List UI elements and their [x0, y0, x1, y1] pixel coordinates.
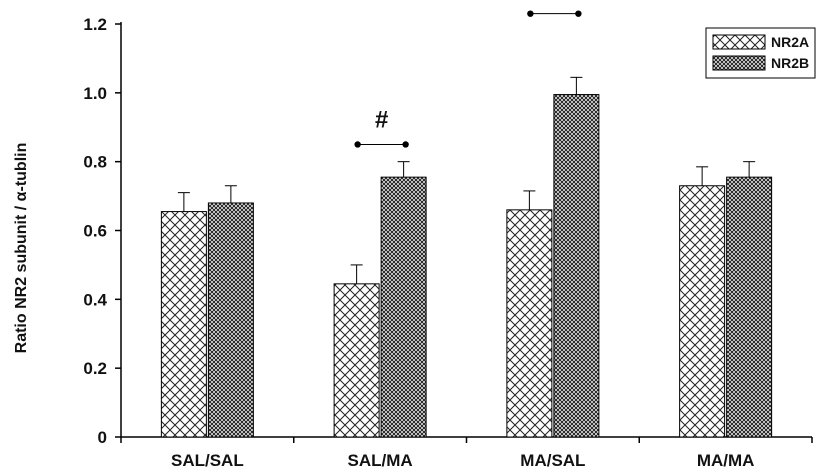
x-axis: SAL/SAL SAL/MA MA/SAL MA/MA: [120, 436, 813, 470]
y-tick-label: 0.2: [83, 359, 107, 378]
bracket-dot: [575, 10, 582, 17]
y-tick-label: 0.8: [83, 153, 107, 172]
legend: NR2A NR2B: [705, 27, 816, 79]
y-axis-title: Ratio NR2 subunit / α-tublin: [13, 143, 30, 354]
legend-swatch-nr2b: [712, 55, 766, 71]
y-tick-label: 0: [98, 428, 107, 447]
x-category-label: SAL/MA: [348, 451, 413, 470]
significance-mark: #: [548, 0, 561, 3]
error-bars: [177, 76, 756, 284]
x-category-label: MA/SAL: [520, 451, 585, 470]
bars: [160, 94, 773, 438]
x-category-label: MA/MA: [697, 451, 755, 470]
y-tick-label: 0.6: [83, 222, 107, 241]
bar-nr2a-ma-sal: [506, 209, 553, 438]
bar-nr2b-ma-ma: [726, 176, 773, 438]
legend-swatch-nr2a: [712, 34, 766, 50]
bar-nr2a-ma-ma: [679, 185, 726, 438]
y-tick-label: 1.2: [83, 15, 107, 34]
bar-nr2b-sal-ma: [380, 176, 427, 438]
bar-nr2a-sal-sal: [160, 211, 207, 438]
bar-nr2b-sal-sal: [207, 202, 254, 438]
bracket-dot: [402, 141, 409, 148]
significance-mark: #: [375, 106, 388, 133]
x-category-label: SAL/SAL: [171, 451, 244, 470]
y-axis: 0 0.2 0.4 0.6 0.8 1.0 1.2: [83, 15, 122, 447]
bracket-dot: [527, 10, 534, 17]
legend-label-nr2a: NR2A: [771, 34, 809, 50]
bar-nr2a-sal-ma: [333, 283, 380, 438]
legend-label-nr2b: NR2B: [771, 55, 809, 71]
bracket-dot: [354, 141, 361, 148]
annotations: ##: [354, 0, 582, 148]
y-tick-label: 0.4: [83, 290, 107, 309]
bar-nr2b-ma-sal: [553, 94, 600, 438]
y-tick-label: 1.0: [83, 84, 107, 103]
